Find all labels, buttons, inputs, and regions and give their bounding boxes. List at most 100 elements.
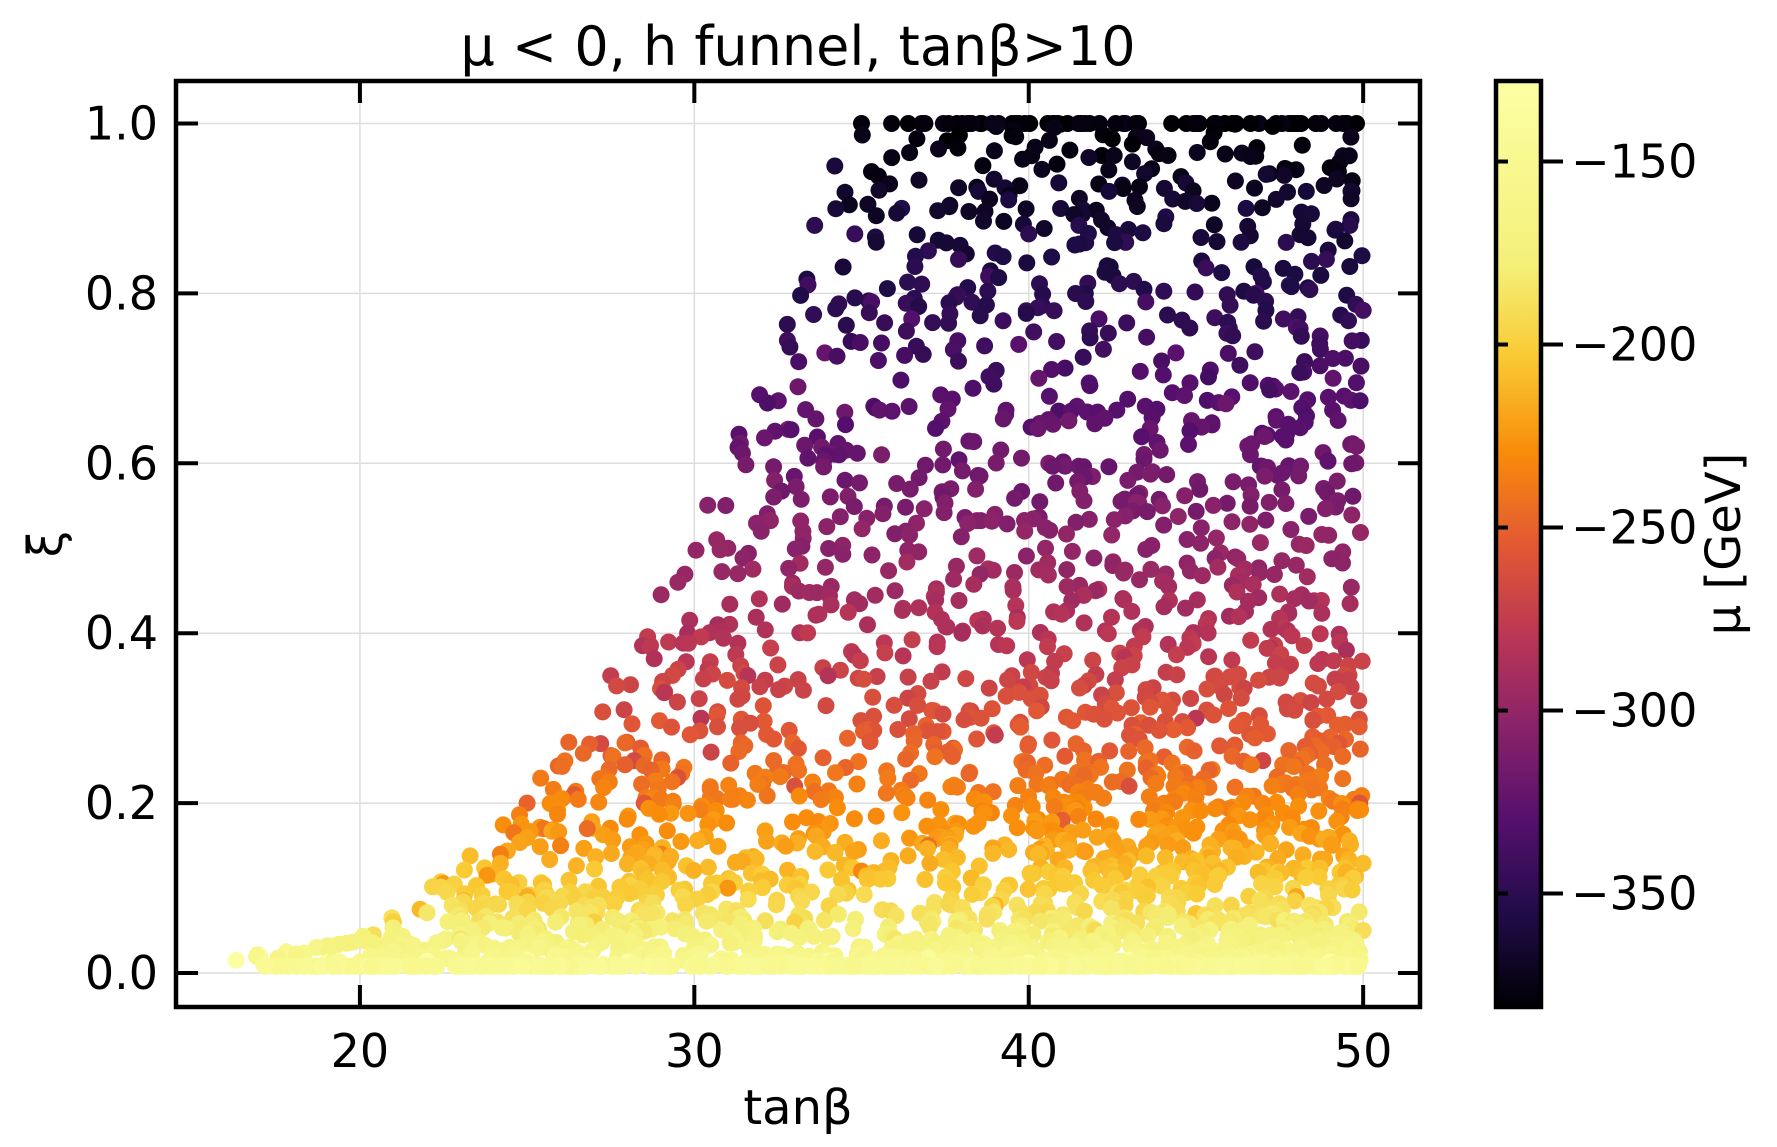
scatter-point xyxy=(1297,182,1315,200)
scatter-point xyxy=(1048,333,1066,350)
scatter-point xyxy=(1307,115,1325,132)
scatter-point xyxy=(1329,716,1346,734)
scatter-point xyxy=(994,312,1012,330)
scatter-point xyxy=(1207,529,1225,547)
scatter-point xyxy=(418,904,436,922)
scatter-point xyxy=(1224,473,1242,491)
scatter-point xyxy=(1136,739,1154,757)
scatter-point xyxy=(898,553,916,571)
scatter-point xyxy=(1061,141,1079,159)
scatter-point xyxy=(1131,178,1148,196)
scatter-point xyxy=(713,563,731,581)
scatter-point xyxy=(1213,264,1231,282)
scatter-point xyxy=(992,441,1010,459)
scatter-point xyxy=(1052,200,1070,217)
scatter-point xyxy=(1310,802,1328,820)
scatter-point xyxy=(650,957,668,975)
scatter-point xyxy=(1056,457,1074,475)
scatter-point xyxy=(1303,252,1320,270)
scatter-point xyxy=(1282,383,1300,400)
scatter-point xyxy=(1178,531,1196,548)
scatter-point xyxy=(1044,457,1062,475)
scatter-point xyxy=(989,619,1007,637)
scatter-point xyxy=(851,474,868,492)
scatter-point xyxy=(708,706,726,724)
scatter-point xyxy=(731,719,749,737)
scatter-point xyxy=(1217,395,1235,413)
scatter-point xyxy=(1040,387,1058,405)
scatter-point xyxy=(758,787,776,805)
scatter-point xyxy=(1325,652,1343,670)
scatter-point xyxy=(1107,115,1125,132)
scatter-point xyxy=(1066,236,1084,254)
scatter-point xyxy=(819,928,837,946)
scatter-point xyxy=(950,250,967,268)
scatter-point xyxy=(1311,357,1329,375)
scatter-point xyxy=(1112,492,1130,510)
scatter-point xyxy=(1168,646,1185,664)
scatter-point xyxy=(907,957,925,975)
scatter-point xyxy=(1205,706,1223,724)
scatter-point xyxy=(1285,758,1303,775)
scatter-point xyxy=(953,624,971,642)
scatter-point xyxy=(1192,802,1210,820)
scatter-point xyxy=(980,957,998,975)
scatter-point xyxy=(848,444,866,462)
scatter-point xyxy=(762,639,780,657)
scatter-point xyxy=(590,793,608,811)
scatter-point xyxy=(719,957,737,975)
scatter-point xyxy=(888,475,906,492)
scatter-point xyxy=(1350,692,1368,710)
scatter-point xyxy=(886,582,904,600)
scatter-point xyxy=(938,618,956,636)
scatter-point xyxy=(1033,160,1051,178)
scatter-point xyxy=(826,157,844,175)
scatter-point xyxy=(694,670,712,688)
scatter-point xyxy=(1255,312,1273,330)
scatter-point xyxy=(1137,540,1155,558)
scatter-point xyxy=(1226,115,1244,133)
scatter-point xyxy=(1158,957,1176,975)
scatter-point xyxy=(789,957,807,975)
scatter-point xyxy=(1313,957,1331,975)
scatter-point xyxy=(883,115,901,132)
scatter-point xyxy=(935,850,953,868)
scatter-point xyxy=(1261,381,1279,399)
scatter-point xyxy=(893,804,911,822)
scatter-point xyxy=(1295,957,1312,975)
scatter-point xyxy=(1334,770,1352,788)
scatter-point xyxy=(837,316,855,334)
scatter-point xyxy=(793,892,811,910)
scatter-point xyxy=(1176,487,1194,505)
scatter-point xyxy=(1206,876,1224,893)
scatter-point xyxy=(1232,689,1250,707)
scatter-point xyxy=(699,496,717,514)
scatter-point xyxy=(1155,282,1173,300)
scatter-point xyxy=(1009,777,1027,795)
scatter-point xyxy=(1310,677,1327,695)
plot-frame xyxy=(173,78,1423,1010)
scatter-point xyxy=(1312,266,1330,284)
scatter-point xyxy=(1221,296,1239,314)
scatter-point xyxy=(1202,957,1220,975)
scatter-point xyxy=(1309,655,1327,672)
scatter-point xyxy=(1310,868,1328,886)
scatter-point xyxy=(997,687,1015,705)
scatter-point xyxy=(908,130,926,148)
scatter-point xyxy=(963,293,981,311)
scatter-point xyxy=(960,765,978,783)
scatter-point xyxy=(575,957,593,975)
scatter-point xyxy=(924,314,942,332)
scatter-point xyxy=(717,497,735,514)
scatter-point xyxy=(1200,648,1218,666)
scatter-point xyxy=(402,957,420,975)
scatter-point xyxy=(827,300,845,318)
scatter-point xyxy=(860,304,878,322)
scatter-point xyxy=(880,562,898,580)
scatter-point xyxy=(756,621,774,639)
scatter-point xyxy=(1348,437,1365,455)
scatter-point xyxy=(1031,957,1049,975)
scatter-point xyxy=(587,848,605,866)
scatter-point xyxy=(950,179,968,197)
scatter-point xyxy=(594,703,612,721)
